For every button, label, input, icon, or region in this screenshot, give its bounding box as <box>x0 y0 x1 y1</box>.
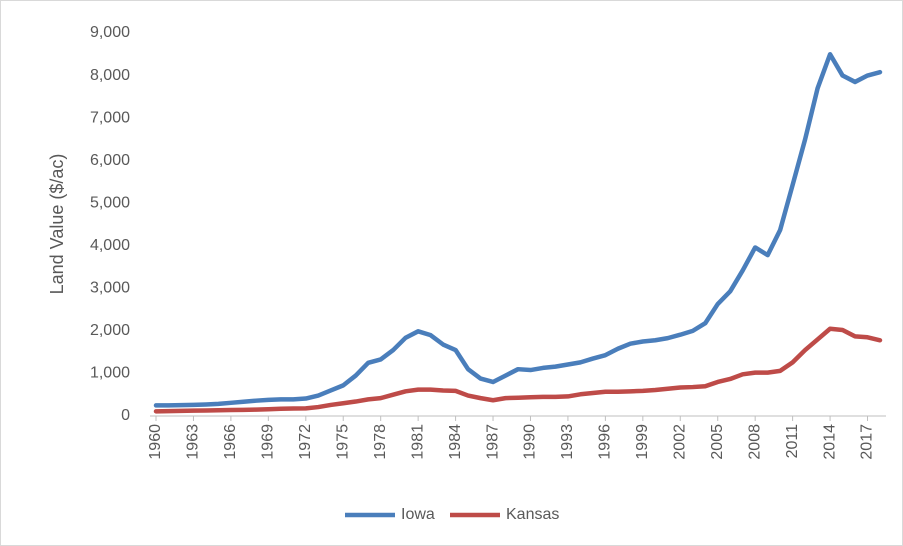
x-tick-label: 1966 <box>222 424 239 460</box>
legend-label: Kansas <box>506 506 559 523</box>
x-tick-label: 2002 <box>671 424 688 460</box>
y-tick-label: 5,000 <box>90 194 130 211</box>
x-tick-label: 1981 <box>409 424 426 460</box>
y-tick-label: 7,000 <box>90 109 130 126</box>
x-tick-label: 2008 <box>746 424 763 460</box>
x-tick-label: 1993 <box>559 424 576 460</box>
legend-label: Iowa <box>401 506 435 523</box>
x-tick-label: 1990 <box>522 424 539 460</box>
x-tick-label: 1999 <box>634 424 651 460</box>
x-tick-label: 1984 <box>447 424 464 460</box>
y-tick-label: 3,000 <box>90 280 130 297</box>
y-tick-label: 4,000 <box>90 237 130 254</box>
x-tick-label: 1978 <box>372 424 389 460</box>
y-axis-label: Land Value ($/ac) <box>47 154 67 295</box>
y-tick-label: 9,000 <box>90 24 130 41</box>
x-tick-label: 2005 <box>709 424 726 460</box>
x-tick-label: 1975 <box>334 424 351 460</box>
y-tick-label: 2,000 <box>90 322 130 339</box>
x-tick-label: 2017 <box>859 424 876 460</box>
x-tick-label: 2014 <box>821 424 838 460</box>
x-tick-label: 1963 <box>185 424 202 460</box>
x-tick-label: 1987 <box>484 424 501 460</box>
y-tick-label: 0 <box>121 407 130 424</box>
x-tick-label: 1996 <box>597 424 614 460</box>
y-tick-label: 1,000 <box>90 365 130 382</box>
y-tick-label: 6,000 <box>90 152 130 169</box>
data-line <box>153 326 883 414</box>
x-tick-label: 1969 <box>260 424 277 460</box>
x-tick-label: 1960 <box>147 424 164 460</box>
x-tick-label: 1972 <box>297 424 314 460</box>
y-tick-label: 8,000 <box>90 67 130 84</box>
data-line <box>153 52 883 408</box>
x-tick-label: 2011 <box>784 424 801 459</box>
